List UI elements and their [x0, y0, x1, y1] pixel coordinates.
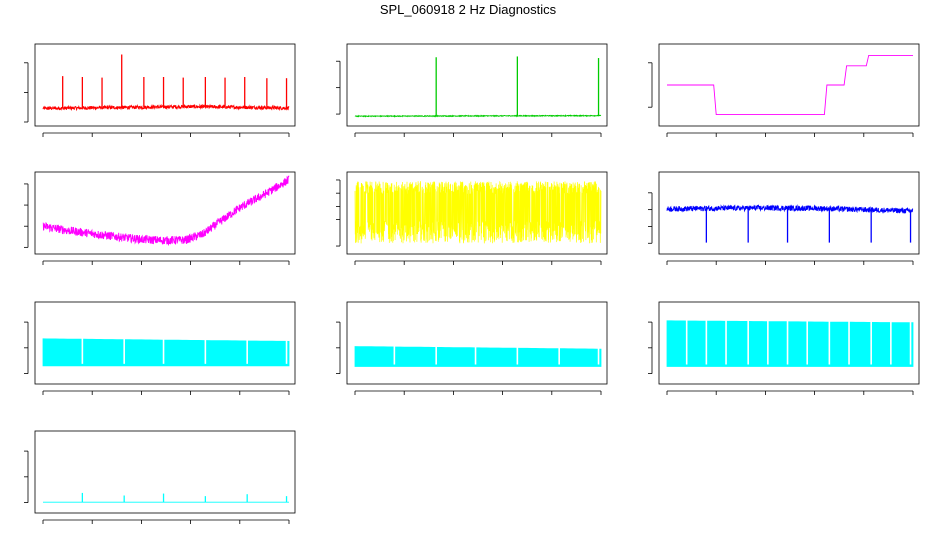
x-axis — [666, 260, 914, 265]
x-axis — [666, 132, 914, 137]
y-axis — [648, 62, 653, 108]
series-pressure — [354, 56, 602, 118]
plot-area — [667, 54, 913, 116]
series-line-rh — [354, 180, 602, 244]
series-line-sampleflow — [666, 204, 914, 214]
series-co2 — [42, 54, 290, 112]
chart-line4 — [24, 430, 296, 524]
plot-frame — [658, 43, 920, 127]
plot-area — [354, 306, 602, 367]
chart-boxtemp — [24, 171, 296, 265]
series-rh — [354, 180, 602, 244]
series-area-line1 — [42, 338, 290, 367]
y-axis — [336, 60, 341, 115]
series-boxtemp — [42, 175, 290, 247]
x-axis — [42, 519, 290, 524]
plot-frame — [34, 171, 296, 255]
x-axis — [354, 390, 602, 395]
series-sampleflow — [666, 204, 914, 243]
series-licortemp — [667, 54, 913, 116]
plot-area — [354, 180, 602, 244]
series-line4 — [43, 492, 289, 503]
plot-area — [43, 492, 289, 503]
chart-licortemp — [648, 43, 920, 137]
plot-area — [42, 54, 290, 112]
series-line3 — [666, 306, 914, 367]
plot-area — [354, 56, 602, 118]
y-axis — [24, 321, 29, 374]
plot-area — [666, 306, 914, 367]
page-title: SPL_060918 2 Hz Diagnostics — [380, 2, 557, 17]
chart-line2 — [336, 301, 608, 395]
chart-line3 — [648, 301, 920, 395]
series-line2 — [354, 306, 602, 367]
x-axis — [666, 390, 914, 395]
y-axis — [24, 62, 29, 123]
y-axis — [648, 192, 653, 244]
plot-area — [42, 306, 290, 367]
chart-line1 — [24, 301, 296, 395]
plot-frame — [346, 43, 608, 127]
y-axis — [648, 321, 653, 374]
x-axis — [42, 390, 290, 395]
series-area-line3 — [666, 320, 914, 367]
plot-frame — [658, 171, 920, 255]
chart-rh — [336, 171, 608, 265]
x-axis — [42, 260, 290, 265]
chart-sampleflow — [648, 171, 920, 265]
series-area-line2 — [354, 346, 602, 367]
plot-frame — [34, 430, 296, 514]
series-line-boxtemp — [42, 175, 290, 247]
series-line-licortemp — [667, 54, 913, 116]
series-line-co2 — [42, 103, 290, 112]
chart-pressure — [336, 43, 608, 137]
x-axis — [354, 132, 602, 137]
panels-group — [24, 43, 920, 524]
plot-frame — [658, 301, 920, 385]
y-axis — [24, 183, 29, 248]
plot-frame — [346, 171, 608, 255]
series-line-pressure — [354, 114, 602, 118]
plot-area — [666, 204, 914, 243]
y-axis — [336, 179, 341, 247]
chart-co2 — [24, 43, 296, 137]
y-axis — [24, 450, 29, 503]
plot-frame — [34, 301, 296, 385]
x-axis — [354, 260, 602, 265]
series-line1 — [42, 306, 290, 367]
x-axis — [42, 132, 290, 137]
plot-frame — [34, 43, 296, 127]
plot-frame — [346, 301, 608, 385]
y-axis — [336, 321, 341, 374]
plot-area — [42, 175, 290, 247]
